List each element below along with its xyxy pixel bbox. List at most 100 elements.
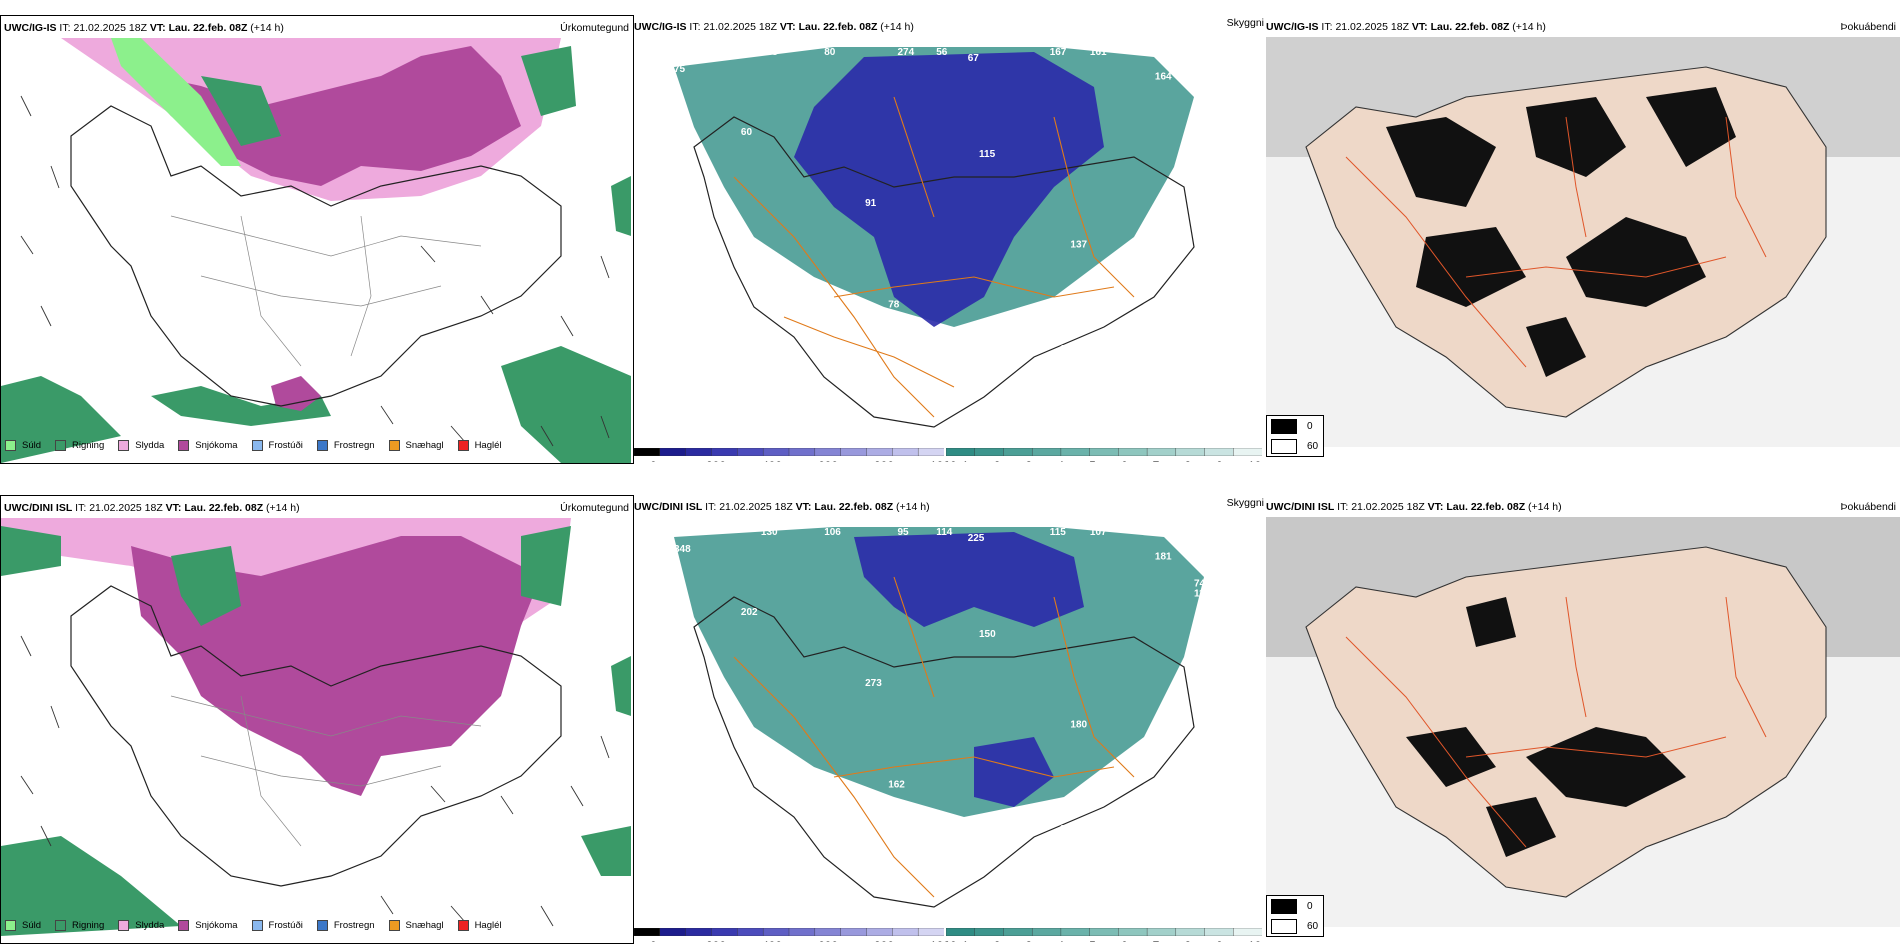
cloud-base-label: 96 — [1194, 236, 1206, 247]
cloud-colorbar: m 0 200 400 600 800 1000 — [634, 445, 957, 462]
cloud-base-label: 149 — [1060, 344, 1077, 355]
legend-item: Snjókoma — [178, 440, 238, 451]
cloud-base-label: 85 — [1194, 689, 1206, 700]
cloud-base-label: 153 — [674, 128, 691, 139]
cloud-base-label: 182 — [1194, 772, 1211, 783]
panel-title: Úrkomutegund — [560, 502, 629, 514]
fog-legend-swatch — [1271, 898, 1297, 914]
legend-swatch — [251, 920, 263, 931]
iceland-outline — [70, 105, 562, 407]
cloud-base-label: 202 — [741, 607, 758, 618]
land-area — [1306, 547, 1826, 897]
cloud-visibility-map[interactable]: 115 91 67 137 60 164 78 80 80 94 161 149 79 64 150 274 2… — [634, 37, 1264, 447]
cloud-base-label: 94 — [674, 222, 686, 233]
cloud-base-label: 114 — [936, 527, 953, 538]
wind-barbs — [20, 635, 610, 927]
cloud-base-label: 161 — [1067, 839, 1084, 850]
cloud-base-label: 218 — [674, 722, 691, 733]
fog-map[interactable] — [1266, 517, 1900, 927]
legend-label: Snjókoma — [195, 920, 238, 931]
legend-label: Frostúði — [268, 920, 303, 931]
precip-type-panel-row1: UWC/IG-IS IT: 21.02.2025 18Z VT: Lau. 22… — [0, 15, 634, 464]
legend-label: Slydda — [135, 440, 165, 451]
iceland-outline — [1305, 66, 1827, 418]
panel-title: Skyggni — [1226, 17, 1264, 29]
fog-map[interactable] — [1266, 37, 1900, 447]
fog-legend: 0 60 — [1266, 415, 1324, 457]
legend-label: Súld — [22, 440, 42, 451]
precip-map[interactable] — [1, 16, 633, 463]
legend-item: Rigning — [55, 920, 104, 931]
visibility-colorbar: km1 2 3 4 5 6 7 8 9 10 — [945, 445, 1263, 462]
colorbar-segment — [1204, 927, 1234, 937]
fog-legend-item: 60 — [1267, 916, 1323, 936]
cloud-base-label: 181 — [1155, 552, 1172, 563]
colorbar-segment — [1204, 447, 1234, 457]
legend-item: Frostúði — [251, 920, 303, 931]
iceland-outline — [693, 116, 1195, 428]
cloud-visibility-map[interactable]: 150 273 225 180 202 181 162 106 85 134 107 242 80 74 7… — [634, 517, 1264, 927]
legend-label: Snæhagl — [405, 920, 444, 931]
colorbar-segment — [711, 447, 739, 457]
legend-swatch — [316, 440, 328, 451]
colorbar-tick: 1 — [962, 939, 969, 942]
legend-label: Rigning — [72, 920, 105, 931]
colorbar-segment — [945, 447, 976, 457]
colorbar-tick: 5 — [1089, 459, 1096, 462]
legend-swatch — [251, 440, 263, 451]
colorbar-unit: km — [946, 939, 962, 942]
fog-legend-item: 60 — [1267, 436, 1323, 456]
precip-map[interactable] — [1, 496, 633, 943]
legend-swatch — [55, 920, 67, 931]
cloud-base-label: 273 — [865, 678, 882, 689]
cloud-base-label: 50 — [1194, 359, 1206, 370]
fog-panel-row1: UWC/IG-IS IT: 21.02.2025 18Z VT: Lau. 22… — [1266, 15, 1900, 462]
panel-header: UWC/DINI ISL IT: 21.02.2025 18Z VT: Lau.… — [1266, 501, 1562, 513]
colorbar-segment — [840, 447, 868, 457]
cloud-base-label: 95 — [898, 527, 910, 538]
legend-item: Frostregn — [316, 920, 375, 931]
colorbar-segment — [1146, 447, 1177, 457]
colorbar-segment — [892, 447, 919, 457]
colorbar-segment — [1233, 927, 1263, 937]
colorbar-segment — [866, 447, 894, 457]
legend-label: Frostregn — [333, 920, 375, 931]
cloud-base-label: 91 — [865, 198, 877, 209]
cloud-base-label: 130 — [674, 359, 691, 370]
colorbar-segment — [814, 927, 842, 937]
cloud-base-label: 130 — [761, 527, 778, 538]
cloud-base-label: 225 — [1194, 661, 1211, 672]
rain-area — [521, 46, 576, 116]
cloud-base-label: 348 — [674, 544, 691, 555]
cloud-base-label: 250 — [674, 47, 691, 58]
legend-item: Snjókoma — [178, 920, 238, 931]
cloud-base-label: 150 — [979, 629, 996, 640]
cloud-base-label: 242 — [1060, 824, 1077, 835]
colorbar-tick: 9 — [1216, 939, 1223, 942]
colorbar-segment — [1118, 927, 1148, 937]
panel-header: UWC/IG-IS IT: 21.02.2025 18Z VT: Lau. 22… — [634, 21, 914, 33]
wind-barbs — [20, 95, 610, 447]
fog-legend-label: 0 — [1307, 900, 1313, 912]
drizzle-area — [111, 38, 241, 166]
fog-areas — [1386, 87, 1736, 377]
colorbar-segment — [1146, 927, 1177, 937]
legend-swatch — [388, 440, 400, 451]
cloud-base-label: 106 — [1194, 527, 1211, 538]
colorbar-segment — [762, 447, 790, 457]
cloud-base-label: 64 — [1194, 99, 1206, 110]
cloud-base-label: 99 — [1194, 359, 1206, 370]
legend-label: Frostúði — [268, 440, 303, 451]
cloud-base-label: 102 — [674, 342, 691, 353]
colorbar-tick: 1 — [962, 459, 969, 462]
cloud-base-label: 132 — [674, 316, 691, 327]
legend-swatch — [388, 920, 400, 931]
roads — [733, 576, 1135, 898]
legend-item: Snæhagl — [388, 920, 444, 931]
cloud-area — [794, 52, 1104, 327]
legend-swatch — [118, 440, 130, 451]
cloud-base-label: 209 — [1067, 359, 1084, 370]
colorbar-tick: 200 — [706, 939, 726, 942]
legend-swatch — [118, 920, 130, 931]
fog-legend-item: 0 — [1267, 416, 1323, 436]
